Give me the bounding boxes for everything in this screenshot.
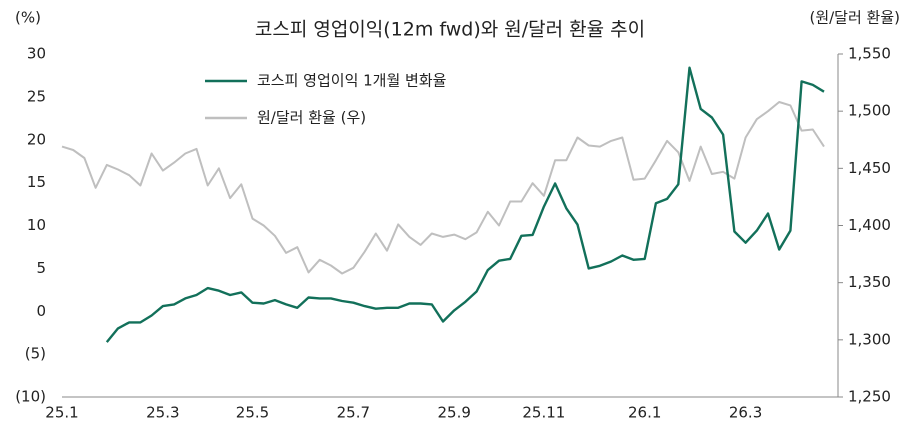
x-tick-label: 25.3 bbox=[146, 404, 179, 422]
x-tick-label: 25.7 bbox=[337, 404, 370, 422]
y-tick-label: 0 bbox=[36, 302, 46, 320]
line-series bbox=[61, 101, 825, 275]
y-tick-label: 15 bbox=[27, 173, 46, 191]
x-tick-label: 26.3 bbox=[729, 404, 762, 422]
line-series bbox=[105, 66, 825, 343]
x-tick-label: 25.11 bbox=[522, 404, 565, 422]
y-tick-label: 25 bbox=[27, 87, 46, 105]
x-tick-label: 25.1 bbox=[45, 404, 78, 422]
x-tick-label: 25.9 bbox=[438, 404, 471, 422]
y2-tick-label: 1,250 bbox=[848, 388, 891, 406]
x-tick-label: 26.1 bbox=[628, 404, 661, 422]
y-tick-label: 10 bbox=[27, 216, 46, 234]
legend-label: 코스피 영업이익 1개월 변화율 bbox=[257, 72, 446, 90]
y-axis-label: (%) bbox=[15, 9, 41, 27]
y-tick-label: (10) bbox=[15, 388, 46, 406]
y-tick-label: 30 bbox=[27, 45, 46, 63]
y2-tick-label: 1,350 bbox=[848, 273, 891, 291]
y2-tick-label: 1,550 bbox=[848, 45, 891, 63]
y2-tick-label: 1,500 bbox=[848, 102, 891, 120]
legend-label: 원/달러 환율 (우) bbox=[257, 109, 366, 127]
y-tick-label: 5 bbox=[36, 259, 46, 277]
y2-axis-label: (원/달러 환율) bbox=[809, 9, 900, 27]
x-tick-label: 25.5 bbox=[236, 404, 269, 422]
y2-tick-label: 1,400 bbox=[848, 216, 891, 234]
y2-tick-label: 1,300 bbox=[848, 330, 891, 348]
chart-title: 코스피 영업이익(12m fwd)와 원/달러 환율 추이 bbox=[255, 19, 645, 41]
y-tick-label: 20 bbox=[27, 130, 46, 148]
y-tick-label: (5) bbox=[25, 345, 46, 363]
y2-tick-label: 1,450 bbox=[848, 159, 891, 177]
